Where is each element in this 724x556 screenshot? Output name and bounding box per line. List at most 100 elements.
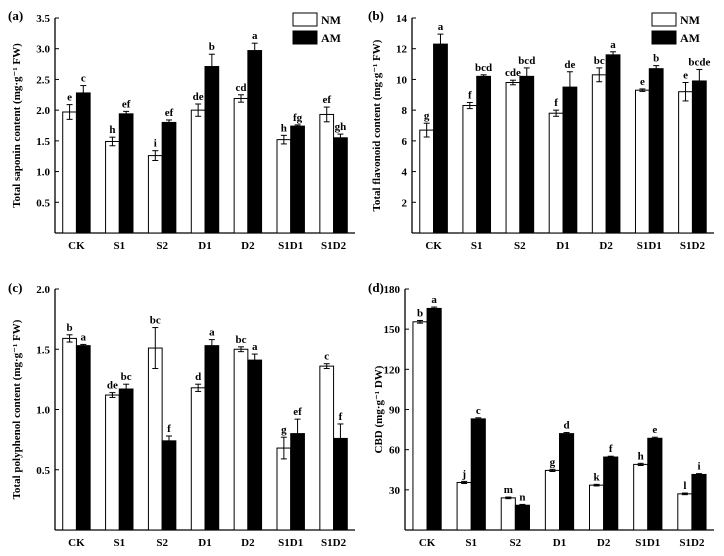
y-tick-label: 0.5 bbox=[36, 197, 50, 209]
y-tick-label: 1.0 bbox=[36, 167, 50, 179]
significance-letter: ef bbox=[322, 94, 331, 106]
bar-am-d1 bbox=[562, 86, 578, 234]
significance-letter: a bbox=[209, 327, 215, 339]
y-tick-label: 2.0 bbox=[36, 105, 50, 117]
significance-letter: bc bbox=[594, 55, 605, 67]
bar-am-s2 bbox=[161, 440, 177, 531]
y-axis-label: Total saponin content (mg·g⁻¹ FW) bbox=[11, 43, 23, 208]
y-tick-label: 1.5 bbox=[36, 344, 50, 356]
significance-letter: i bbox=[697, 461, 700, 473]
bar-nm-s1d2 bbox=[678, 91, 693, 234]
significance-letter: ef bbox=[122, 98, 131, 110]
significance-letter: d bbox=[195, 371, 201, 383]
bar-nm-ck bbox=[412, 321, 428, 531]
significance-letter: fg bbox=[293, 112, 303, 124]
x-tick-label: S2 bbox=[514, 240, 526, 252]
x-tick-label: D1 bbox=[198, 537, 211, 549]
significance-letter: c bbox=[324, 351, 329, 363]
significance-letter: c bbox=[81, 73, 86, 85]
x-tick-label: D1 bbox=[198, 240, 211, 252]
significance-letter: d bbox=[564, 420, 570, 432]
bar-nm-d2 bbox=[233, 348, 249, 531]
significance-letter: h bbox=[109, 124, 115, 136]
significance-letter: ef bbox=[165, 107, 174, 119]
significance-letter: de bbox=[193, 91, 204, 103]
significance-letter: gh bbox=[335, 121, 347, 133]
bar-am-ck bbox=[75, 92, 91, 234]
significance-letter: bcde bbox=[688, 56, 710, 68]
bar-nm-d2 bbox=[589, 484, 605, 531]
significance-letter: b bbox=[653, 53, 659, 65]
y-axis-label: Total polyphenol content (mg·g⁻¹ FW) bbox=[11, 319, 23, 499]
bar-am-d2 bbox=[603, 456, 619, 531]
significance-letter: j bbox=[461, 468, 466, 480]
bar-nm-s1d2 bbox=[319, 365, 335, 531]
significance-letter: a bbox=[610, 39, 616, 51]
x-tick-label: D2 bbox=[599, 240, 613, 252]
significance-letter: e bbox=[67, 92, 72, 104]
significance-letter: bc bbox=[236, 334, 247, 346]
panel-label: (d) bbox=[368, 280, 384, 295]
significance-letter: g bbox=[424, 110, 430, 122]
significance-letter: a bbox=[81, 331, 87, 343]
x-tick-label: S1 bbox=[113, 537, 125, 549]
bar-am-d1 bbox=[204, 345, 220, 531]
x-tick-label: S1D1 bbox=[278, 240, 303, 252]
bar-nm-s2 bbox=[500, 497, 516, 531]
y-tick-label: 12 bbox=[396, 44, 408, 56]
bar-nm-s1d2 bbox=[677, 493, 693, 531]
y-tick-label: 14 bbox=[396, 13, 408, 25]
bar-nm-d1 bbox=[190, 109, 206, 234]
bar-nm-s1 bbox=[105, 140, 120, 234]
significance-letter: c bbox=[476, 405, 481, 417]
legend-swatch-am bbox=[651, 30, 677, 45]
y-tick-label: 1.5 bbox=[36, 136, 50, 148]
y-tick-label: 2.5 bbox=[36, 74, 50, 86]
significance-letter: a bbox=[252, 341, 258, 353]
bar-nm-s1 bbox=[105, 394, 120, 531]
significance-letter: i bbox=[154, 138, 157, 150]
bar-nm-d2 bbox=[591, 74, 607, 234]
y-tick-label: 4 bbox=[402, 167, 408, 179]
significance-letter: cd bbox=[236, 82, 247, 94]
y-axis-label: Total flavonoid content (mg·g⁻¹ FW) bbox=[371, 39, 383, 211]
bar-am-s1d2 bbox=[691, 80, 707, 234]
bar-nm-s1d1 bbox=[276, 139, 292, 234]
x-tick-label: CK bbox=[419, 537, 436, 549]
legend-label: NM bbox=[321, 13, 341, 27]
legend-label: AM bbox=[680, 31, 700, 45]
y-tick-label: 10 bbox=[396, 74, 408, 86]
significance-letter: b bbox=[209, 41, 215, 53]
panel-label: (c) bbox=[8, 280, 22, 295]
bar-nm-s1d2 bbox=[319, 113, 335, 234]
y-tick-label: 8 bbox=[402, 105, 408, 117]
significance-letter: b bbox=[67, 322, 73, 334]
x-tick-label: D2 bbox=[241, 240, 255, 252]
significance-letter: bc bbox=[150, 315, 161, 327]
y-tick-label: 180 bbox=[384, 284, 401, 296]
bar-nm-d1 bbox=[548, 112, 564, 234]
y-tick-label: 3.0 bbox=[36, 44, 50, 56]
x-tick-label: D2 bbox=[597, 537, 611, 549]
legend-label: AM bbox=[321, 31, 341, 45]
bar-nm-ck bbox=[62, 337, 77, 531]
legend-swatch-am bbox=[292, 30, 318, 45]
x-tick-label: S1D2 bbox=[679, 537, 705, 549]
bar-nm-ck bbox=[419, 129, 435, 234]
significance-letter: de bbox=[107, 380, 118, 392]
bar-am-d2 bbox=[605, 54, 621, 234]
significance-letter: h bbox=[638, 450, 644, 462]
significance-letter: e bbox=[683, 70, 688, 82]
bar-nm-d1 bbox=[544, 469, 560, 531]
bar-am-ck bbox=[433, 43, 448, 234]
bar-nm-s2 bbox=[147, 155, 163, 234]
significance-letter: g bbox=[281, 424, 287, 436]
bar-am-s1d1 bbox=[647, 437, 663, 531]
x-tick-label: D1 bbox=[553, 537, 566, 549]
y-tick-label: 1.0 bbox=[36, 405, 50, 417]
legend-label: NM bbox=[680, 13, 700, 27]
significance-letter: f bbox=[167, 423, 171, 435]
significance-letter: f bbox=[339, 411, 343, 423]
significance-letter: f bbox=[609, 443, 613, 455]
significance-letter: g bbox=[550, 456, 556, 468]
